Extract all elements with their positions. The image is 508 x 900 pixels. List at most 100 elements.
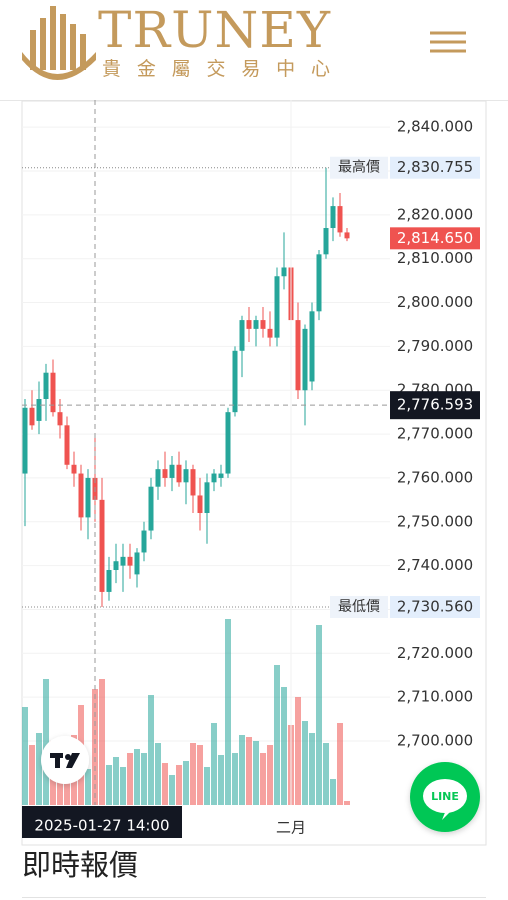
volume-bar — [141, 753, 147, 805]
volume-bar — [197, 745, 203, 805]
candle-body — [57, 412, 63, 426]
candle-body — [106, 570, 112, 592]
candle-body — [309, 311, 315, 382]
high-tag-bg — [330, 156, 388, 179]
volume-bar — [134, 749, 140, 805]
volume-bar — [204, 767, 210, 805]
volume-bar — [43, 679, 49, 805]
candle-body — [218, 473, 224, 478]
volume-bar — [232, 753, 238, 805]
candle-body — [176, 464, 182, 483]
candle-body — [71, 464, 77, 474]
candle-body — [316, 254, 322, 312]
candle-body — [162, 469, 168, 478]
volume-bar — [309, 733, 315, 805]
volume-bar — [246, 737, 252, 805]
section-title: 即時報價 — [22, 848, 138, 882]
candle-body — [197, 495, 203, 514]
candle-body — [344, 232, 350, 239]
last-price-label: 2,814.650 — [397, 229, 473, 247]
candle-body — [113, 561, 119, 570]
brand-name: TRUNEY — [98, 1, 331, 59]
chart-frame — [21, 100, 487, 846]
volume-bar — [92, 689, 98, 805]
candle-body — [127, 556, 133, 566]
high-price: 2,830.755 — [397, 158, 473, 176]
volume-bar — [225, 619, 231, 805]
candle-body — [120, 556, 126, 566]
candle-body — [225, 412, 231, 474]
volume-bar — [239, 735, 245, 805]
volume-bar — [274, 665, 280, 805]
volume-bar — [344, 801, 350, 805]
volume-bar — [316, 625, 322, 805]
volume-bar — [190, 743, 196, 805]
low-tag: 最低價 — [338, 598, 380, 615]
volume-bar — [253, 741, 259, 805]
y-tick-label: 2,760.000 — [397, 468, 473, 486]
tv-logo[interactable] — [41, 736, 89, 784]
volume-bar — [106, 765, 112, 805]
volume-bar — [169, 775, 175, 805]
volume-bar — [36, 733, 42, 805]
y-tick-label: 2,700.000 — [397, 731, 473, 749]
candle-body — [239, 320, 245, 351]
menu-button[interactable] — [430, 31, 466, 53]
volume-bar — [22, 707, 28, 805]
tv-logo-mark — [50, 753, 80, 768]
y-tick-label: 2,750.000 — [397, 512, 473, 530]
high-price-bg — [390, 156, 480, 179]
volume-bar — [29, 745, 35, 805]
crosshair-time-bg — [22, 806, 182, 838]
volume-bar — [162, 763, 168, 805]
volume-bar — [127, 753, 133, 805]
volume-bar — [267, 745, 273, 805]
volume-bar — [302, 721, 308, 805]
candle-body — [155, 469, 161, 487]
candle-body — [274, 276, 280, 338]
low-price-bg — [390, 596, 480, 619]
y-tick-label: 2,790.000 — [397, 337, 473, 355]
volume-bar — [323, 743, 329, 805]
crosshair-time: 2025-01-27 14:00 — [34, 817, 169, 835]
y-tick-label: 2,720.000 — [397, 644, 473, 662]
volume-bar — [176, 765, 182, 805]
candle-body — [295, 320, 301, 391]
line-bubble-tail — [442, 808, 454, 820]
low-tag-bg — [330, 596, 388, 619]
candle-body — [29, 407, 35, 426]
candle-body — [148, 486, 154, 531]
volume-bar — [183, 761, 189, 805]
y-tick-label: 2,840.000 — [397, 118, 473, 136]
candle-body — [204, 482, 210, 514]
crosshair-price-bg — [390, 391, 480, 420]
volume-bar — [281, 687, 287, 805]
candle-body — [302, 328, 308, 391]
volume-bar — [295, 697, 301, 805]
y-tick-label: 2,810.000 — [397, 249, 473, 267]
volume-bar — [211, 723, 217, 805]
candle-body — [78, 473, 84, 518]
candle-body — [43, 372, 49, 400]
y-tick-label: 2,770.000 — [397, 425, 473, 443]
candle-body — [267, 328, 273, 338]
line-label: LINE — [431, 790, 459, 803]
candle-body — [232, 350, 238, 413]
chart: 2,700.0002,710.0002,720.0002,730.0002,74… — [22, 100, 480, 838]
volume-bar — [155, 743, 161, 805]
candle-body — [183, 469, 189, 483]
candle-body — [36, 399, 42, 421]
candle-body — [211, 473, 217, 483]
volume-bar — [218, 755, 224, 805]
candle-body — [281, 267, 287, 277]
volume-bar — [260, 753, 266, 805]
candle-body — [85, 477, 91, 518]
candle-body — [50, 372, 56, 413]
x-tick-label: 二月 — [276, 819, 306, 837]
line-bubble — [423, 779, 467, 813]
y-tick-label: 2,800.000 — [397, 293, 473, 311]
volume-bar — [99, 679, 105, 805]
candle-body — [323, 228, 329, 255]
candle-body — [99, 499, 105, 592]
